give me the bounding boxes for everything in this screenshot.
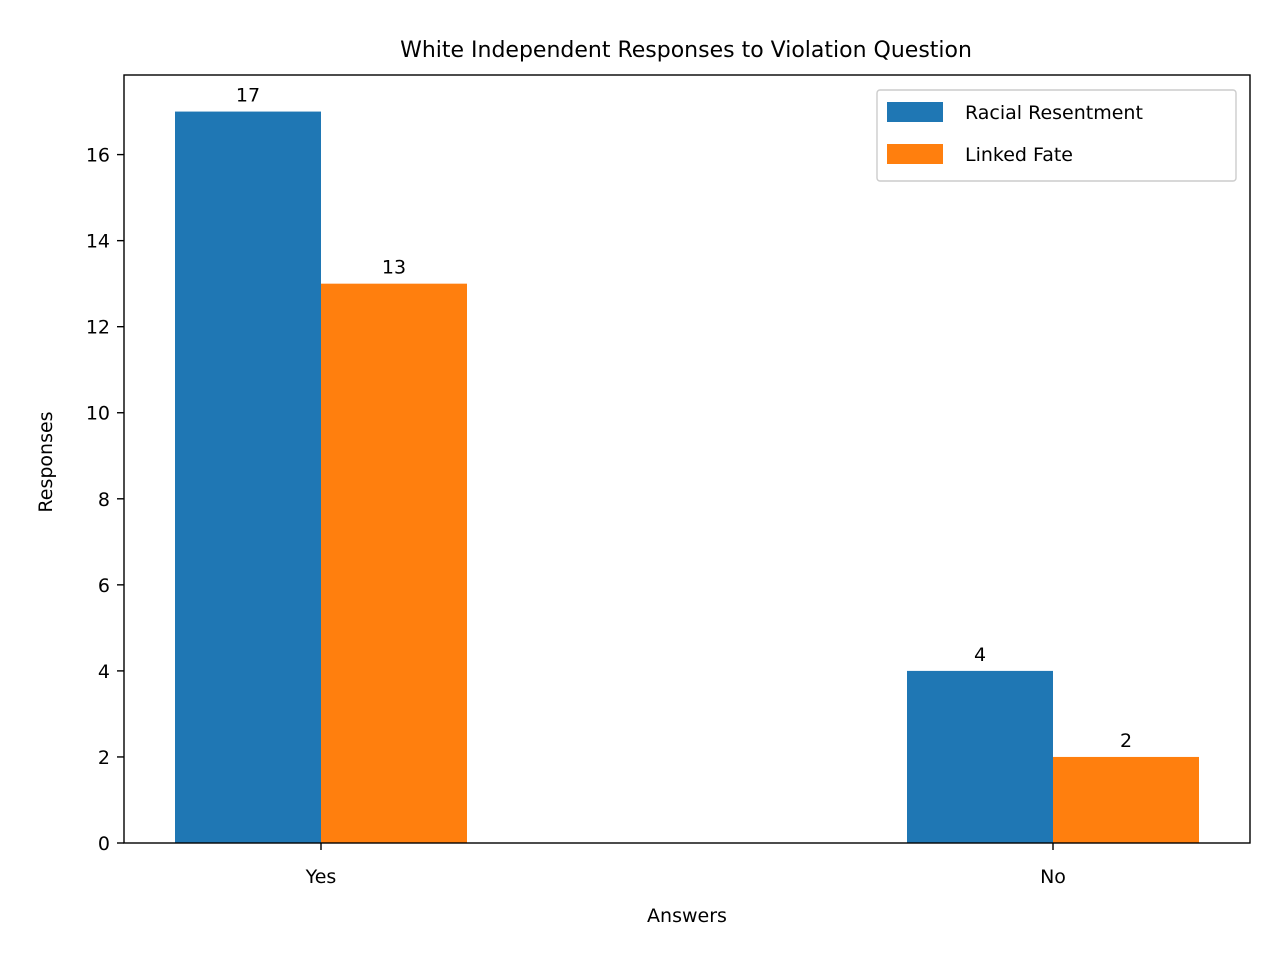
y-tick-label-0: 0	[98, 833, 110, 855]
chart-title: White Independent Responses to Violation…	[400, 38, 972, 63]
y-tick-label-12: 12	[86, 317, 110, 339]
y-tick-label-10: 10	[86, 403, 110, 425]
legend-label-linked-fate: Linked Fate	[965, 144, 1073, 166]
bar-linked-fate-no	[1053, 756, 1199, 843]
legend-swatch-linked-fate	[887, 144, 943, 164]
y-tick-label-4: 4	[98, 661, 110, 683]
y-tick-label-14: 14	[86, 231, 110, 253]
y-axis-label: Responses	[35, 411, 57, 512]
legend-label-racial-resentment: Racial Resentment	[965, 102, 1143, 124]
bar-value-label-racial-resentment-yes: 17	[236, 85, 260, 107]
y-tick-label-6: 6	[98, 575, 110, 597]
x-axis: Yes No	[305, 843, 1066, 888]
legend-frame	[876, 89, 1237, 182]
bar-value-label-linked-fate-no: 2	[1120, 730, 1132, 752]
bar-linked-fate-yes	[321, 283, 467, 844]
bar-value-label-racial-resentment-no: 4	[974, 644, 986, 666]
bar-racial-resentment-no	[907, 670, 1053, 843]
y-tick-label-2: 2	[98, 747, 110, 769]
bar-value-label-linked-fate-yes: 13	[382, 257, 406, 279]
legend: Racial Resentment Linked Fate	[876, 89, 1237, 182]
bar-labels-group: 17 4 13 2	[236, 85, 1132, 752]
x-tick-label-no: No	[1040, 866, 1066, 888]
y-tick-label-8: 8	[98, 489, 110, 511]
plot-frame	[123, 74, 1251, 844]
y-axis: 0 2 4 6 8 10 12 14 16	[86, 145, 124, 855]
x-axis-label: Answers	[647, 905, 727, 927]
bars-group	[175, 111, 1199, 844]
y-tick-label-16: 16	[86, 145, 110, 167]
x-tick-label-yes: Yes	[305, 866, 337, 888]
legend-swatch-racial-resentment	[887, 102, 943, 122]
bar-racial-resentment-yes	[175, 111, 321, 844]
